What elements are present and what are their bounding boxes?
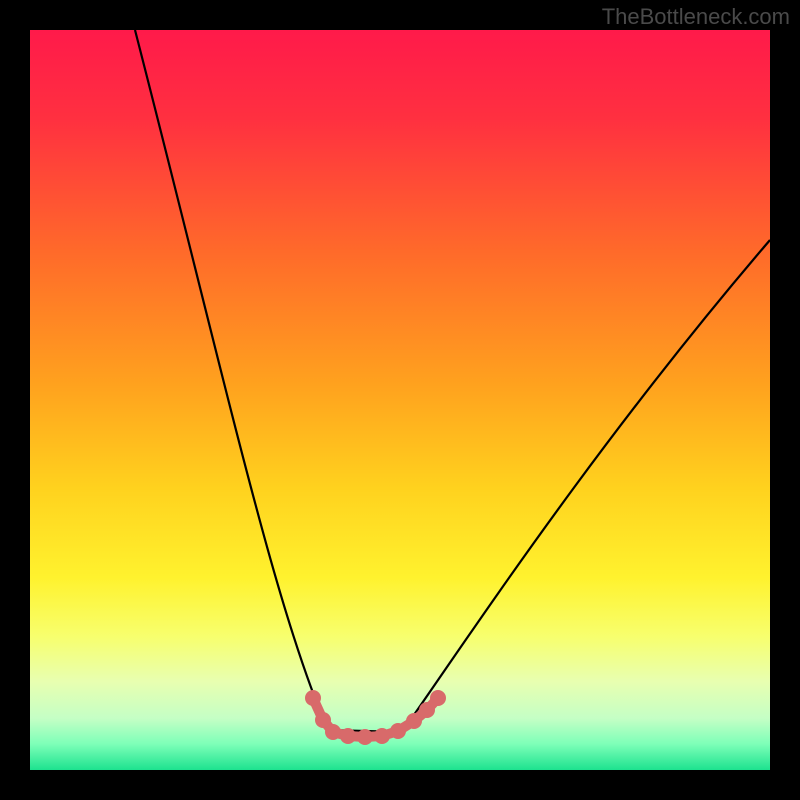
marker-dot [390,723,406,739]
marker-dot [406,713,422,729]
watermark-text: TheBottleneck.com [602,4,790,30]
marker-dot [325,724,341,740]
marker-dot [430,690,446,706]
chart-container: TheBottleneck.com [0,0,800,800]
marker-dot [357,729,373,745]
marker-dot [374,728,390,744]
marker-dot [340,728,356,744]
marker-dot [419,702,435,718]
plot-area [30,30,770,770]
marker-dot [305,690,321,706]
chart-svg [0,0,800,800]
